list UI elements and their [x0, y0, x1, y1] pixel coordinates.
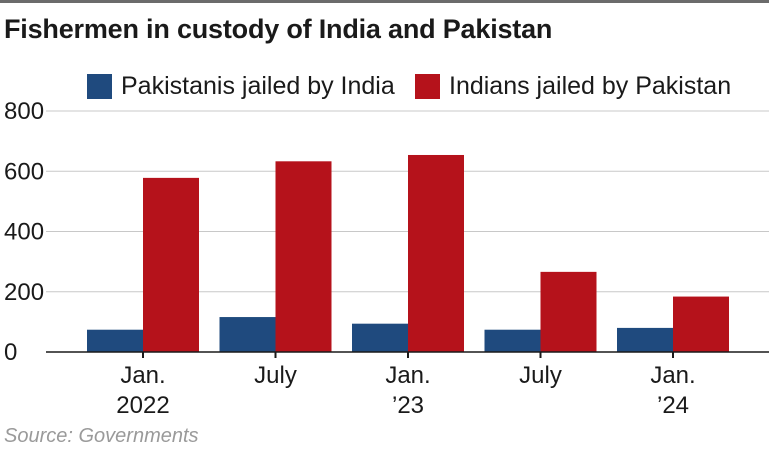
y-tick-label: 200	[4, 279, 44, 306]
y-tick-label: 400	[4, 219, 44, 246]
x-tick-label-line: Jan.	[120, 362, 165, 389]
legend-label-series-1: Pakistanis jailed by India	[121, 72, 395, 100]
bar-chart: 0 200 400 600 800 Jan. 2022 July Jan. ’23 July Jan.…	[4, 98, 769, 419]
bar-series-2	[673, 296, 729, 352]
x-tick-label-line: ’23	[392, 392, 424, 419]
legend-swatch-series-2	[415, 74, 440, 99]
legend-item-series-2: Indians jailed by Pakistan	[415, 72, 731, 101]
x-tick-label-line: Jan.	[650, 362, 695, 389]
y-tick-label: 600	[4, 158, 44, 185]
x-tick-label-line: ’24	[657, 392, 689, 419]
x-tick-label-line: 2022	[116, 392, 169, 419]
bar-series-1	[617, 327, 673, 352]
x-tick-label: Jan. 2022	[116, 362, 169, 419]
top-rule	[0, 0, 769, 3]
legend-swatch-series-1	[87, 74, 112, 99]
y-tick-label: 0	[4, 339, 17, 366]
bar-series-1	[484, 329, 541, 352]
axis-layer: 0 200 400 600 800 Jan. 2022 July Jan. ’23 July Jan.…	[4, 98, 769, 419]
legend-label-series-2: Indians jailed by Pakistan	[449, 72, 732, 100]
bar-series-2	[143, 177, 199, 352]
x-tick-label: Jan. ’24	[650, 362, 695, 419]
y-tick-label: 800	[4, 98, 44, 125]
bar-series-2	[275, 161, 332, 352]
x-tick-label-line: Jan.	[385, 362, 430, 389]
bar-series-2	[540, 271, 597, 352]
source-note: Source: Governments	[4, 425, 199, 447]
legend: Pakistanis jailed by India Indians jaile…	[0, 72, 769, 106]
bar-series-2	[408, 154, 464, 352]
x-tick-label-line: July	[254, 362, 297, 389]
x-tick-label: July	[254, 362, 297, 389]
x-tick-label: July	[519, 362, 562, 389]
bar-series-1	[352, 323, 408, 352]
bar-series-1	[219, 317, 276, 352]
chart-title: Fishermen in custody of India and Pakist…	[4, 14, 553, 44]
legend-item-series-1: Pakistanis jailed by India	[87, 72, 395, 101]
x-tick-label-line: July	[519, 362, 562, 389]
x-tick-label: Jan. ’23	[385, 362, 430, 419]
bar-layer	[87, 154, 729, 352]
bar-series-1	[87, 329, 143, 352]
